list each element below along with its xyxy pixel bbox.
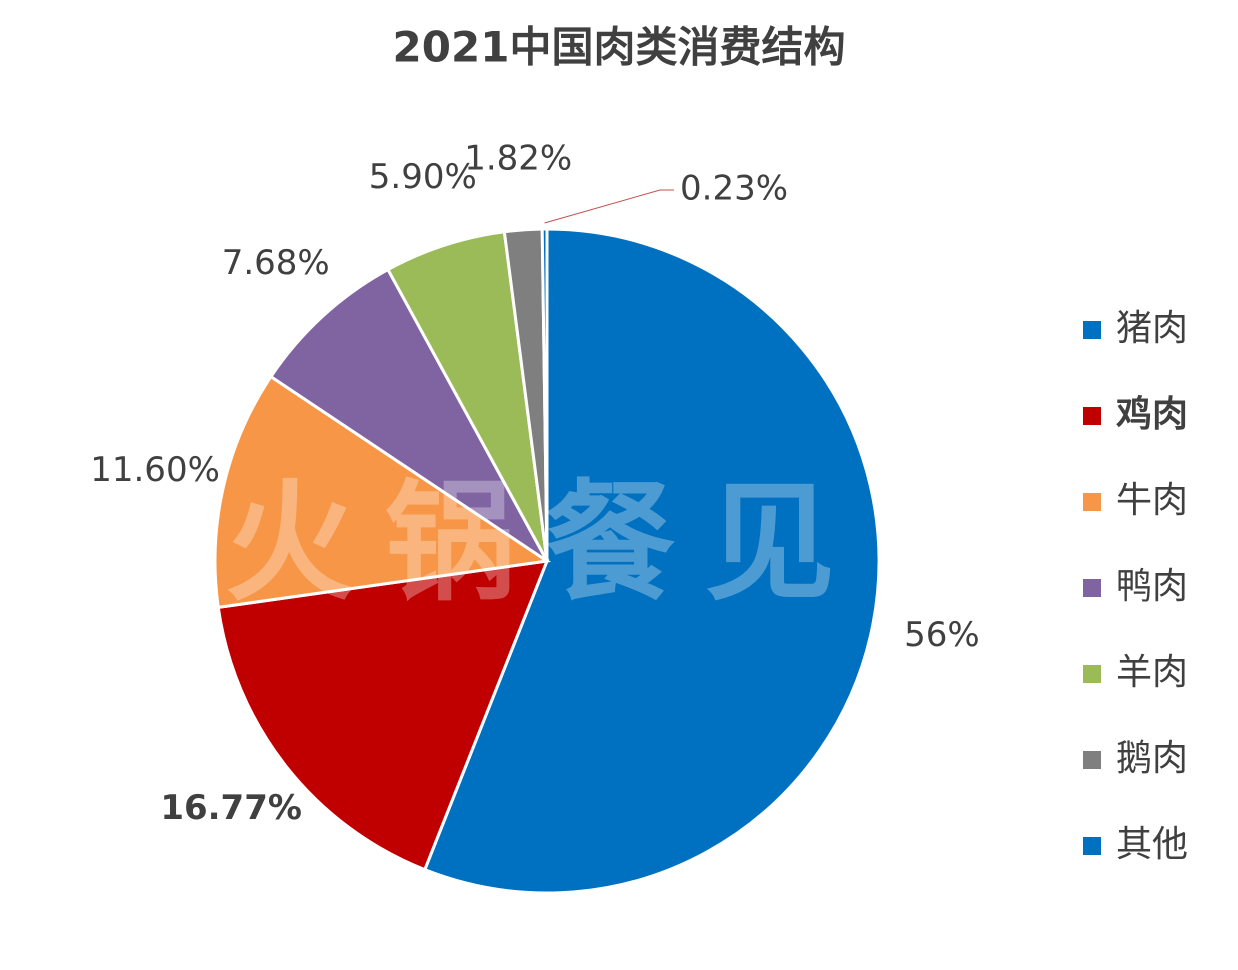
legend-swatch xyxy=(1083,407,1101,425)
chart-title: 2021中国肉类消费结构 xyxy=(393,23,846,72)
pie-slice xyxy=(385,230,549,562)
watermark: 火锅餐见 xyxy=(225,467,865,619)
legend-label: 羊肉 xyxy=(1116,652,1188,693)
legend-swatch xyxy=(1083,321,1101,339)
legend-swatch xyxy=(1083,493,1101,511)
legend-label: 鹅肉 xyxy=(1116,738,1188,779)
legend-swatch xyxy=(1083,579,1101,597)
data-label: 7.68% xyxy=(222,243,330,283)
legend-swatch xyxy=(1083,837,1101,855)
data-label: 0.23% xyxy=(680,169,788,209)
pie-slice xyxy=(213,374,552,610)
legend-label: 鸭肉 xyxy=(1116,566,1188,607)
pie-slice xyxy=(422,227,881,895)
pie-slice xyxy=(268,267,549,563)
data-label: 11.60% xyxy=(90,450,220,490)
data-label: 16.77% xyxy=(160,788,302,828)
leader-line xyxy=(544,189,674,224)
legend-label: 其他 xyxy=(1116,824,1188,865)
pie-slice xyxy=(540,227,549,562)
data-label: 1.82% xyxy=(464,139,572,179)
data-label: 5.90% xyxy=(369,157,477,197)
legend-label: 猪肉 xyxy=(1116,308,1188,349)
pie-slice xyxy=(216,559,550,872)
data-label: 56% xyxy=(904,615,980,655)
legend-swatch xyxy=(1083,751,1101,769)
legend-label: 鸡肉 xyxy=(1116,394,1188,435)
legend-label: 牛肉 xyxy=(1116,480,1188,521)
legend-swatch xyxy=(1083,665,1101,683)
